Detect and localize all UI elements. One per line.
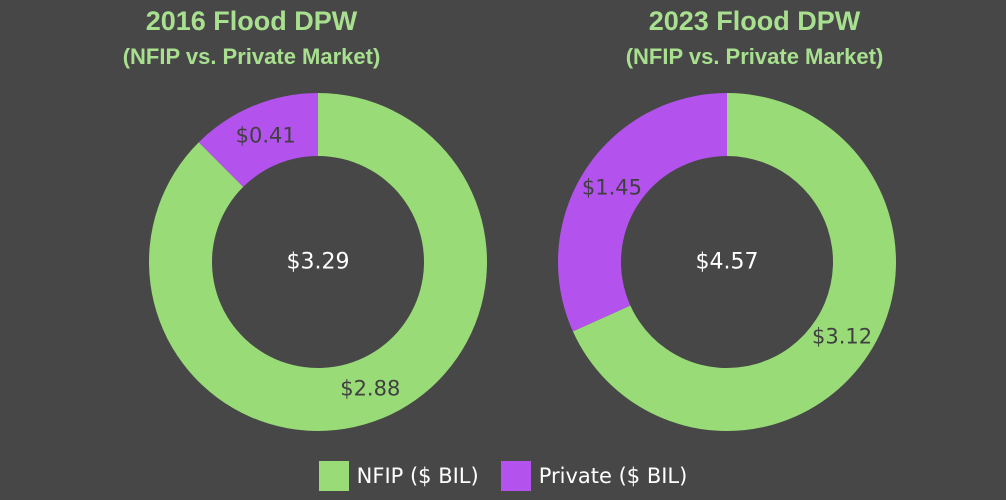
donut-slice-private <box>558 93 727 332</box>
chart-subtitle: (NFIP vs. Private Market) <box>122 44 381 69</box>
chart-2016: 2016 Flood DPW (NFIP vs. Private Market)… <box>0 0 503 450</box>
slice-data-label: $3.12 <box>812 324 872 348</box>
legend-item-nfip: NFIP ($ BIL) <box>318 461 479 491</box>
donut-center-total: $3.29 <box>287 250 350 275</box>
legend-swatch-private <box>500 461 531 491</box>
chart-2023: 2023 Flood DPW (NFIP vs. Private Market)… <box>503 0 1006 450</box>
chart-title: 2016 Flood DPW <box>145 6 358 36</box>
chart-title: 2023 Flood DPW <box>648 6 861 36</box>
slice-data-label: $1.45 <box>582 176 642 200</box>
legend-label: Private ($ BIL) <box>538 464 688 488</box>
donut-slice-private <box>198 93 318 187</box>
donut-chart-2023: $3.12 $1.45 $4.57 <box>558 93 896 432</box>
legend-label: NFIP ($ BIL) <box>356 464 479 488</box>
slice-data-label: $0.41 <box>236 123 296 147</box>
chart-subtitle: (NFIP vs. Private Market) <box>625 44 884 69</box>
legend: NFIP ($ BIL) Private ($ BIL) <box>0 458 1006 494</box>
donut-center-total: $4.57 <box>696 250 759 275</box>
legend-swatch-nfip <box>318 461 349 491</box>
donut-slice-nfip <box>148 93 487 431</box>
donut-slice-nfip <box>572 93 896 432</box>
slice-data-label: $2.88 <box>340 377 400 401</box>
legend-item-private: Private ($ BIL) <box>500 461 688 491</box>
donut-chart-2016: $2.88 $0.41 $3.29 <box>148 93 487 431</box>
